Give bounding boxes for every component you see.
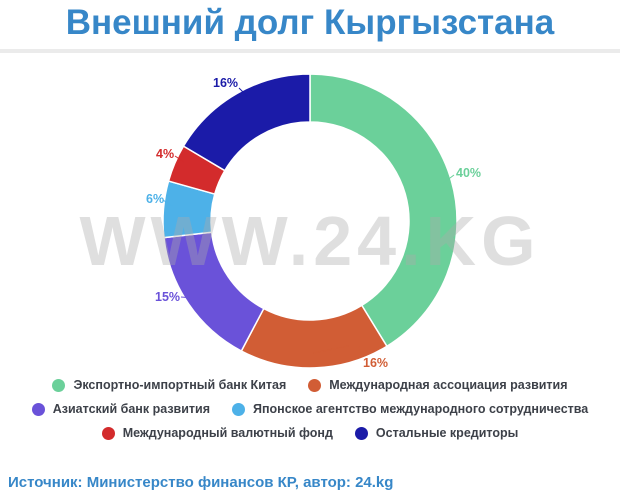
legend-label: Международный валютный фонд	[122, 426, 333, 440]
slice-label-4: 4%	[156, 147, 174, 161]
legend-item-0[interactable]: Экспортно-импортный банк Китая	[52, 378, 286, 392]
legend-row: Международный валютный фонд Остальные кре…	[0, 426, 620, 440]
legend-item-1[interactable]: Международная ассоциация развития	[308, 378, 568, 392]
slice-label-0: 40%	[456, 166, 481, 180]
legend-label: Азиатский банк развития	[52, 402, 211, 416]
watermark: WWW.24.KG	[79, 202, 541, 280]
source-credit: Источник: Министерство финансов КР, авто…	[8, 474, 394, 491]
legend-dot-icon	[232, 402, 246, 416]
pie-slice-1[interactable]	[240, 304, 388, 369]
legend-label: Международная ассоциация развития	[329, 378, 568, 392]
legend-label: Экспортно-импортный банк Китая	[73, 378, 287, 392]
legend-dot-icon	[52, 378, 66, 392]
legend-dot-icon	[31, 402, 45, 416]
slice-label-1: 16%	[363, 356, 388, 370]
slice-label-2: 15%	[155, 290, 180, 304]
legend-item-2[interactable]: Азиатский банк развития	[31, 402, 211, 416]
slice-label-3: 6%	[146, 192, 164, 206]
pie-slice-5[interactable]	[182, 73, 311, 172]
legend-dot-icon	[101, 426, 115, 440]
title-divider	[0, 49, 620, 53]
pie-slice-2[interactable]	[163, 231, 265, 352]
legend-dot-icon	[308, 378, 322, 392]
slice-label-5: 16%	[213, 76, 238, 90]
legend-item-5[interactable]: Остальные кредиторы	[354, 426, 519, 440]
legend-item-3[interactable]: Японское агентство международного сотруд…	[232, 402, 588, 416]
legend-row: Азиатский банк развития Японское агентств…	[0, 402, 620, 416]
legend-row: Экспортно-импортный банк Китая Международ…	[0, 378, 620, 392]
chart-title: Внешний долг Кыргызстана	[65, 3, 555, 42]
legend-label: Японское агентство международного сотруд…	[253, 402, 589, 416]
chart-legend: Экспортно-импортный банк Китая Международ…	[0, 378, 620, 440]
legend-dot-icon	[354, 426, 368, 440]
legend-item-4[interactable]: Международный валютный фонд	[101, 426, 333, 440]
legend-label: Остальные кредиторы	[375, 426, 519, 440]
pie-slice-0[interactable]	[309, 73, 458, 348]
